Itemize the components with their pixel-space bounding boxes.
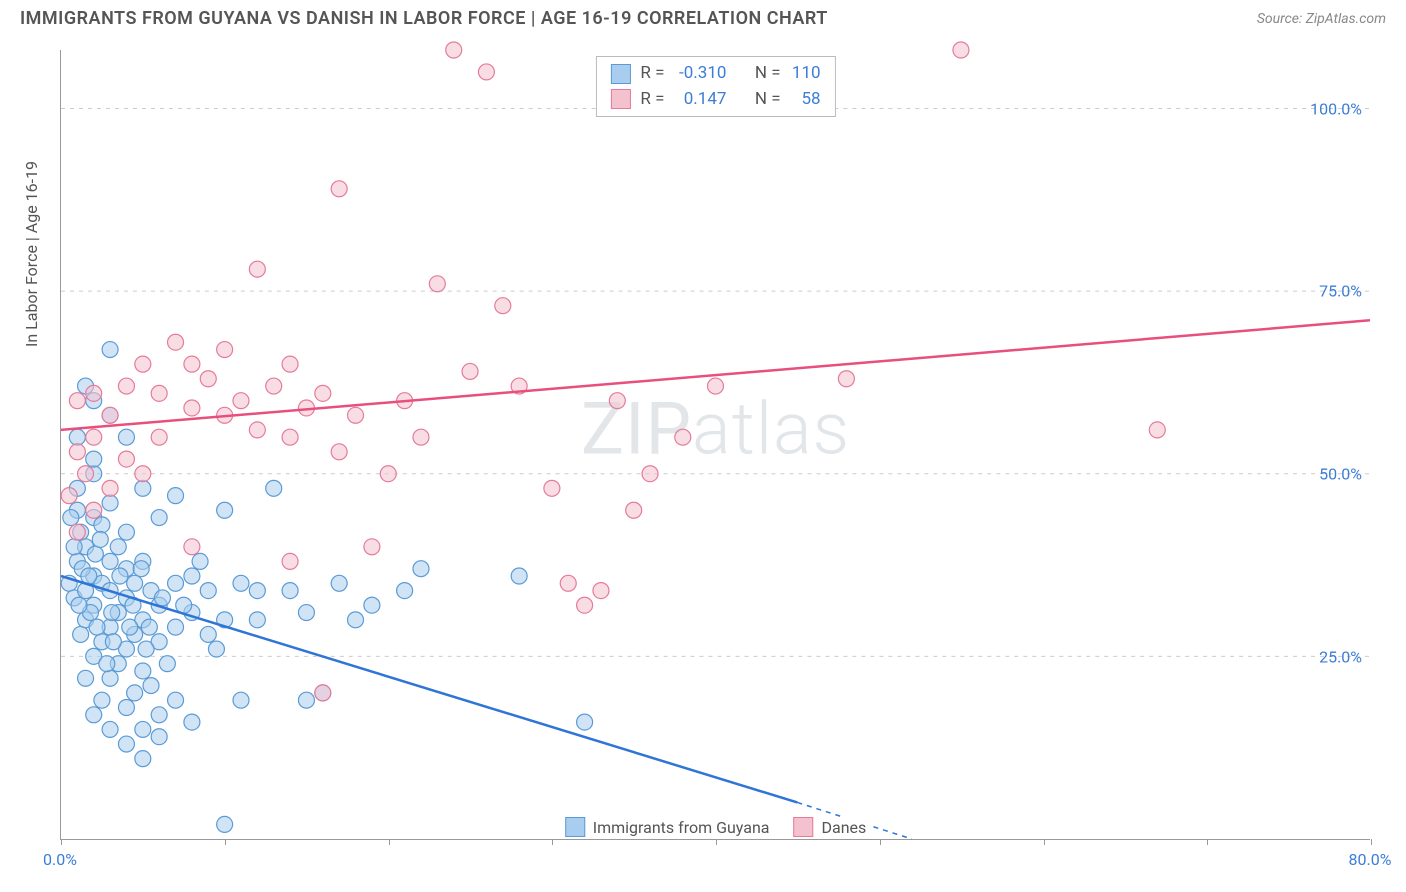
x-tick: [716, 839, 717, 845]
y-tick-label: 75.0%: [1319, 282, 1362, 301]
x-tick: [1371, 839, 1372, 845]
legend-label-danes: Danes: [821, 818, 866, 837]
legend-item-guyana: Immigrants from Guyana: [565, 817, 770, 837]
chart-title: IMMIGRANTS FROM GUYANA VS DANISH IN LABO…: [20, 8, 828, 29]
x-tick: [225, 839, 226, 845]
swatch-guyana: [610, 64, 630, 84]
legend-label-guyana: Immigrants from Guyana: [593, 818, 770, 837]
y-tick-label: 100.0%: [1310, 99, 1362, 118]
series-legend: Immigrants from Guyana Danes: [559, 817, 873, 837]
x-tick: [389, 839, 390, 845]
x-tick-label: 80.0%: [1349, 850, 1392, 869]
swatch-guyana-bottom: [565, 817, 585, 837]
x-tick: [1207, 839, 1208, 845]
x-tick: [61, 839, 62, 845]
legend-n-label: N =: [755, 87, 781, 113]
chart-plot-area: ZIPatlas R = -0.310 N = 110 R = 0.147 N …: [60, 50, 1370, 840]
legend-r-label: R =: [640, 87, 664, 113]
x-tick: [880, 839, 881, 845]
legend-r-label: R =: [640, 61, 664, 87]
correlation-legend: R = -0.310 N = 110 R = 0.147 N = 58: [595, 56, 835, 117]
y-tick-label: 25.0%: [1319, 648, 1362, 667]
scatter-plot-svg: [61, 50, 1370, 839]
y-tick-label: 50.0%: [1319, 465, 1362, 484]
x-tick-label: 0.0%: [43, 850, 77, 869]
legend-n-danes: 58: [791, 87, 821, 113]
legend-r-danes: 0.147: [674, 87, 726, 113]
chart-source: Source: ZipAtlas.com: [1257, 11, 1386, 27]
swatch-danes-bottom: [793, 817, 813, 837]
legend-row-danes: R = 0.147 N = 58: [610, 87, 820, 113]
y-axis-label: In Labor Force | Age 16-19: [22, 161, 41, 347]
legend-row-guyana: R = -0.310 N = 110: [610, 61, 820, 87]
legend-r-guyana: -0.310: [674, 61, 726, 87]
x-tick: [552, 839, 553, 845]
legend-item-danes: Danes: [793, 817, 866, 837]
swatch-danes: [610, 89, 630, 109]
legend-n-guyana: 110: [791, 61, 821, 87]
legend-n-label: N =: [755, 61, 781, 87]
x-tick: [1044, 839, 1045, 845]
